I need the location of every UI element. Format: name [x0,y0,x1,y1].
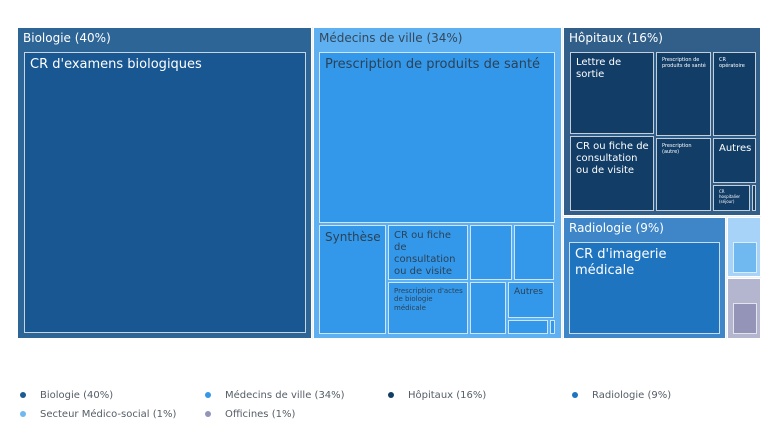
group-label: Biologie (40%) [23,31,111,45]
legend-label: Hôpitaux (16%) [408,389,487,401]
treemap-cell[interactable] [550,320,555,334]
legend-dot-icon [20,411,26,417]
treemap-cell-cr-hospitalier-sejour[interactable]: CR hospitalier (séjour) [713,185,750,211]
group-label: Hôpitaux (16%) [569,31,663,45]
chart-legend: Biologie (40%) Médecins de ville (34%) Hôp… [20,387,760,427]
treemap-cell-autres[interactable]: Autres [508,282,554,318]
legend-item-biologie-40[interactable]: Biologie (40%) [20,387,113,403]
legend-dot-icon [20,392,26,398]
cell-label: Autres [514,287,544,297]
treemap-cell[interactable] [508,320,548,334]
cell-label: Prescription d'actes de biologie médical… [394,287,463,312]
treemap-cell-cr-d-examens-biologiques[interactable]: CR d'examens biologiques [24,52,306,333]
treemap-cell-prescription-de-produits-de-sante[interactable]: Prescription de produits de santé [656,52,711,136]
group-label: Radiologie (9%) [569,221,664,235]
cell-label: Autres [719,143,752,154]
legend-label: Biologie (40%) [40,389,114,401]
legend-dot-icon [205,411,211,417]
treemap-cell[interactable] [470,225,512,280]
treemap-cell-cr-operatoire[interactable]: CR opératoire [713,52,756,136]
cell-label: Synthèse [325,230,381,244]
legend-label: Radiologie (9%) [592,389,672,401]
treemap-cell[interactable] [470,282,506,334]
cell-label: Prescription de produits de santé [325,57,541,72]
legend-item-radiologie-9[interactable]: Radiologie (9%) [572,387,671,403]
group-label: Médecins de ville (34%) [319,31,463,45]
group-hopitaux[interactable]: Hôpitaux (16%) Lettre de sortie CR ou fich… [563,27,761,216]
legend-item-officines-1[interactable]: Officines (1%) [205,406,295,422]
treemap-cell-prescription-autre[interactable]: Prescription (autre) [656,138,711,211]
treemap-cell-lettre-de-sortie[interactable]: Lettre de sortie [570,52,654,134]
legend-dot-icon [572,392,578,398]
cell-label: CR ou fiche de consultation ou de visite [576,141,649,176]
legend-label: Médecins de ville (34%) [225,389,345,401]
legend-item-secteur-medico-social-1[interactable]: Secteur Médico-social (1%) [20,406,176,422]
legend-label: Secteur Médico-social (1%) [40,408,177,420]
cell-label: Prescription (autre) [662,143,692,155]
treemap-cell-cr-ou-fiche-de-consultation-ou-de-visite[interactable]: CR ou fiche de consultation ou de visite [570,136,654,211]
legend-item-hopitaux-16[interactable]: Hôpitaux (16%) [388,387,486,403]
group-radiologie[interactable]: Radiologie (9%) CR d'imagerie médicale [563,217,726,339]
treemap-cell-cr-ou-fiche-de-consultation-ou-de-visite[interactable]: CR ou fiche de consultation ou de visite [388,225,468,280]
treemap-cell-prescription-de-produits-de-sante[interactable]: Prescription de produits de santé [319,52,555,223]
cell-label: Prescription de produits de santé [662,57,706,69]
legend-dot-icon [388,392,394,398]
group-biologie[interactable]: Biologie (40%) CR d'examens biologiques [17,27,312,339]
treemap-cell[interactable] [752,185,756,211]
cell-label: Lettre de sortie [576,57,622,80]
cell-label: CR hospitalier (séjour) [719,189,741,204]
legend-label: Officines (1%) [225,408,296,420]
legend-dot-icon [205,392,211,398]
cell-label: CR ou fiche de consultation ou de visite [394,230,456,277]
treemap-cell-cr-d-imagerie-medicale[interactable]: CR d'imagerie médicale [569,242,720,334]
cell-label: CR d'imagerie médicale [575,247,667,278]
group-officines[interactable] [727,278,761,339]
treemap-cell[interactable] [514,225,554,280]
treemap-cell[interactable] [733,303,757,334]
treemap-cell[interactable] [733,242,757,273]
legend-item-medecins-de-ville-34[interactable]: Médecins de ville (34%) [205,387,345,403]
group-medecins-de-ville[interactable]: Médecins de ville (34%) Prescription de p… [313,27,562,339]
treemap-cell-synthese[interactable]: Synthèse [319,225,386,334]
cell-label: CR opératoire [719,57,745,69]
treemap-cell-autres[interactable]: Autres [713,138,756,183]
treemap-cell-prescription-d-actes-de-biologie-medicale[interactable]: Prescription d'actes de biologie médical… [388,282,468,334]
group-medico-social[interactable] [727,217,761,277]
treemap-chart: Biologie (40%) CR d'examens biologiques Mé… [17,27,761,339]
cell-label: CR d'examens biologiques [30,57,202,72]
